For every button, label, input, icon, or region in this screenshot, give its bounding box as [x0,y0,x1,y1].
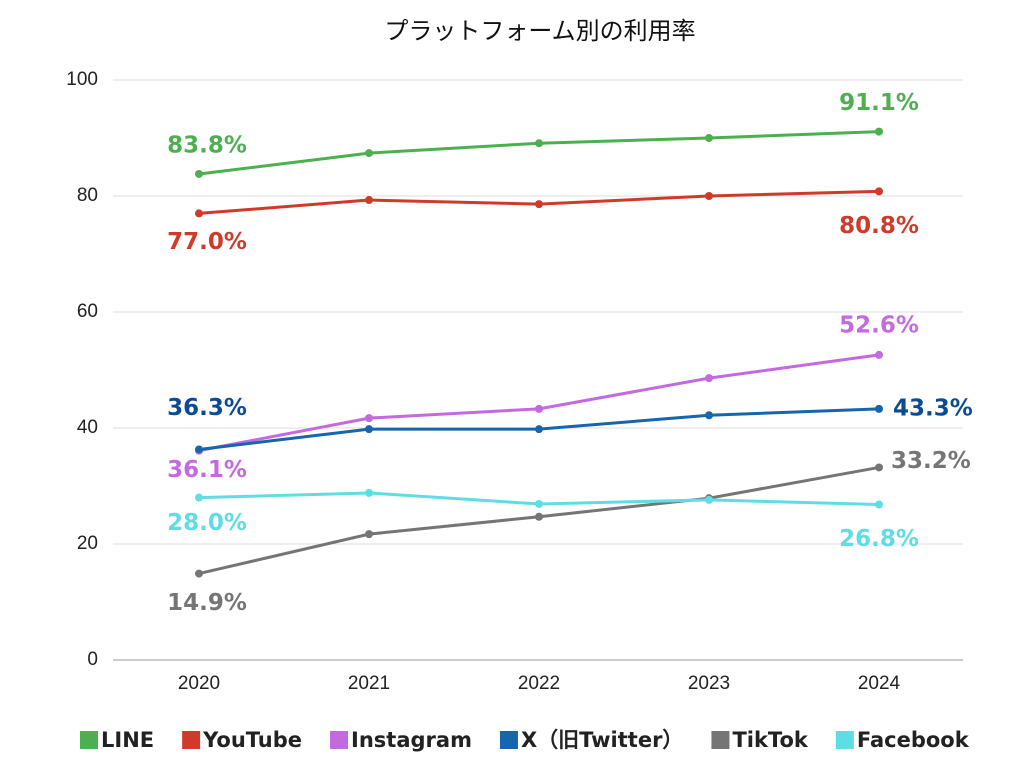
data-point [705,495,713,504]
legend-label: TikTok [732,728,808,752]
data-point [195,493,203,502]
legend-swatch [499,731,518,749]
data-point [535,512,543,521]
data-point [875,127,883,136]
legend-label: Facebook [857,728,970,752]
x-tick-label: 2020 [178,673,220,694]
x-tick-label: 2022 [518,673,560,694]
y-tick-label: 40 [77,417,98,438]
x-tick-label: 2021 [348,673,390,694]
data-point [705,192,713,200]
data-point [875,350,883,359]
data-point [535,200,543,209]
data-point [365,530,373,539]
legend-swatch [80,731,98,749]
series-line [198,130,880,176]
data-label: 91.1% [839,90,919,116]
data-point [365,196,373,205]
x-tick-label: 2024 [858,673,901,694]
data-point [195,169,203,178]
y-tick-label: 0 [87,649,98,670]
legend-swatch [835,731,854,749]
legend-swatch [330,731,349,749]
data-label: 43.3% [893,395,973,421]
data-label: 28.0% [167,510,247,536]
legend-label: X（旧Twitter） [521,728,683,752]
data-point [875,500,883,509]
legend-swatch [711,731,730,749]
data-point [195,569,203,578]
data-point [195,209,203,218]
data-point [705,411,713,420]
data-point [705,374,713,383]
y-tick-label: 20 [77,533,98,554]
data-label: 26.8% [839,526,919,552]
chart-title: プラットフォーム別の利用率 [384,17,695,45]
data-point [365,425,373,434]
data-label: 33.2% [891,448,971,474]
data-point [705,134,713,142]
data-point [535,499,543,508]
data-point [365,414,373,423]
y-tick-label: 60 [77,301,98,322]
data-label: 36.1% [167,457,247,483]
legend-label: YouTube [202,728,302,752]
data-point [365,488,373,497]
legend-swatch [182,731,201,749]
data-label: 14.9% [167,590,247,616]
y-tick-label: 100 [66,69,98,90]
data-point [875,187,883,196]
data-label: 80.8% [839,213,919,239]
data-point [875,463,883,472]
data-point [365,149,373,158]
data-point [535,425,543,434]
legend-label: LINE [101,728,154,752]
data-point [535,404,543,413]
data-label: 77.0% [167,229,247,255]
data-point [535,139,543,148]
data-label: 83.8% [167,132,247,158]
data-label: 36.3% [167,395,247,421]
y-tick-label: 80 [77,185,98,206]
data-point [875,404,883,413]
data-label: 52.6% [839,312,919,338]
x-tick-label: 2023 [688,673,730,694]
legend-label: Instagram [351,728,472,752]
data-point [195,445,203,454]
